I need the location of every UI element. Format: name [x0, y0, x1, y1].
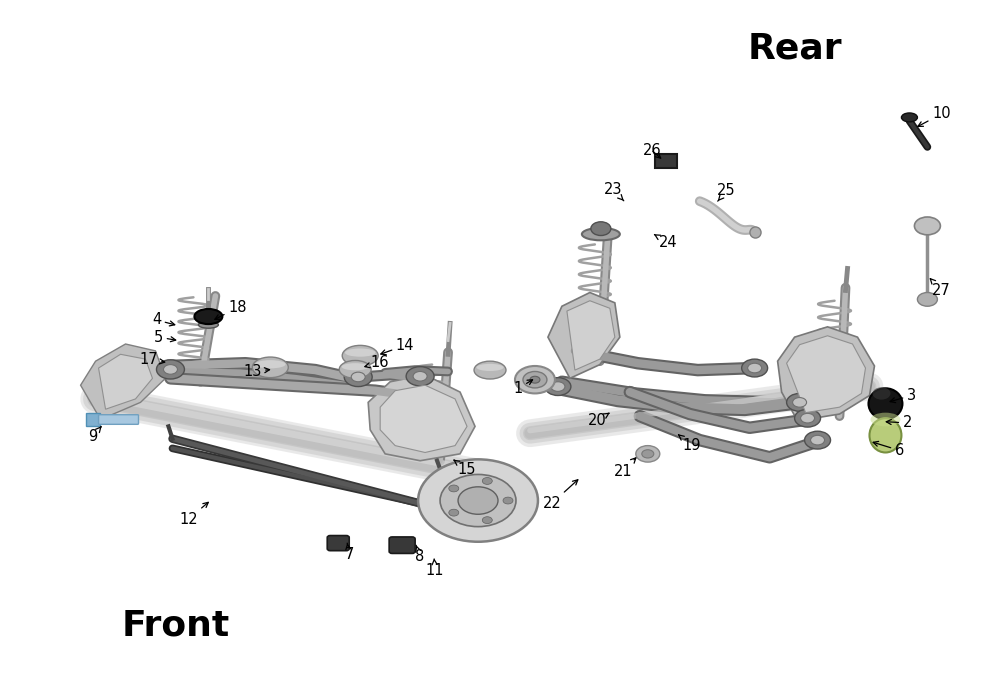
Text: 5: 5	[154, 330, 176, 345]
Polygon shape	[567, 301, 615, 370]
Polygon shape	[86, 413, 100, 426]
Circle shape	[503, 497, 513, 504]
Polygon shape	[778, 327, 874, 421]
Text: 8: 8	[415, 546, 425, 564]
Circle shape	[811, 436, 825, 445]
Circle shape	[440, 475, 516, 526]
Ellipse shape	[255, 360, 286, 368]
Text: 23: 23	[604, 182, 624, 201]
Text: 26: 26	[642, 143, 661, 158]
Circle shape	[163, 365, 177, 374]
Polygon shape	[548, 292, 620, 378]
Circle shape	[515, 366, 555, 394]
Circle shape	[413, 372, 427, 381]
FancyBboxPatch shape	[327, 535, 349, 550]
Ellipse shape	[339, 361, 371, 378]
Text: 14: 14	[381, 338, 414, 355]
Circle shape	[805, 431, 831, 449]
Text: 6: 6	[873, 442, 904, 458]
Text: 3: 3	[890, 388, 916, 403]
Circle shape	[793, 398, 807, 407]
Circle shape	[482, 517, 492, 524]
Text: 4: 4	[152, 312, 175, 327]
Ellipse shape	[868, 388, 902, 419]
Circle shape	[642, 450, 654, 458]
FancyBboxPatch shape	[99, 415, 139, 424]
Circle shape	[418, 460, 538, 541]
Circle shape	[545, 378, 571, 396]
Text: 27: 27	[930, 279, 951, 298]
Text: 16: 16	[365, 355, 389, 370]
Text: 10: 10	[918, 107, 951, 127]
FancyBboxPatch shape	[389, 537, 415, 553]
Circle shape	[344, 367, 372, 387]
Circle shape	[787, 394, 813, 411]
Circle shape	[742, 359, 768, 377]
Ellipse shape	[901, 113, 917, 122]
Circle shape	[156, 360, 184, 379]
Circle shape	[914, 217, 940, 235]
Ellipse shape	[345, 348, 375, 356]
Text: 15: 15	[454, 460, 476, 477]
Polygon shape	[81, 344, 165, 420]
Circle shape	[351, 372, 365, 382]
Polygon shape	[368, 375, 475, 461]
Circle shape	[636, 446, 660, 462]
Circle shape	[482, 477, 492, 484]
Text: Rear: Rear	[747, 32, 842, 65]
Polygon shape	[380, 385, 467, 453]
Text: 18: 18	[215, 300, 247, 319]
Circle shape	[458, 487, 498, 514]
Circle shape	[449, 485, 459, 492]
Ellipse shape	[582, 228, 620, 240]
Circle shape	[449, 509, 459, 516]
Text: 9: 9	[88, 427, 101, 444]
Text: 17: 17	[139, 352, 165, 367]
Circle shape	[591, 222, 611, 235]
Circle shape	[917, 292, 937, 306]
Circle shape	[530, 376, 540, 383]
Text: 22: 22	[543, 480, 578, 510]
Circle shape	[795, 409, 821, 427]
Text: 25: 25	[717, 184, 736, 201]
Text: 11: 11	[426, 559, 444, 578]
Text: 24: 24	[654, 235, 677, 250]
Text: 7: 7	[345, 543, 354, 562]
Ellipse shape	[342, 363, 369, 370]
Polygon shape	[787, 336, 865, 413]
Text: 1: 1	[513, 380, 533, 396]
Circle shape	[748, 363, 762, 373]
Text: 20: 20	[587, 413, 609, 429]
Ellipse shape	[870, 413, 900, 427]
Circle shape	[406, 367, 434, 386]
Ellipse shape	[252, 357, 288, 378]
Text: 2: 2	[886, 416, 912, 431]
Text: 19: 19	[678, 435, 701, 453]
Ellipse shape	[194, 309, 222, 324]
Circle shape	[551, 382, 565, 391]
Polygon shape	[99, 354, 152, 409]
Ellipse shape	[476, 364, 504, 371]
Ellipse shape	[869, 418, 901, 453]
Circle shape	[801, 413, 815, 423]
Circle shape	[523, 372, 547, 388]
Text: 13: 13	[243, 364, 270, 379]
Text: 12: 12	[179, 502, 208, 526]
Ellipse shape	[474, 361, 506, 379]
Text: Front: Front	[121, 609, 230, 643]
Ellipse shape	[872, 387, 890, 400]
Text: 21: 21	[614, 458, 636, 479]
Ellipse shape	[342, 345, 378, 366]
FancyBboxPatch shape	[655, 155, 677, 168]
Ellipse shape	[198, 321, 218, 328]
